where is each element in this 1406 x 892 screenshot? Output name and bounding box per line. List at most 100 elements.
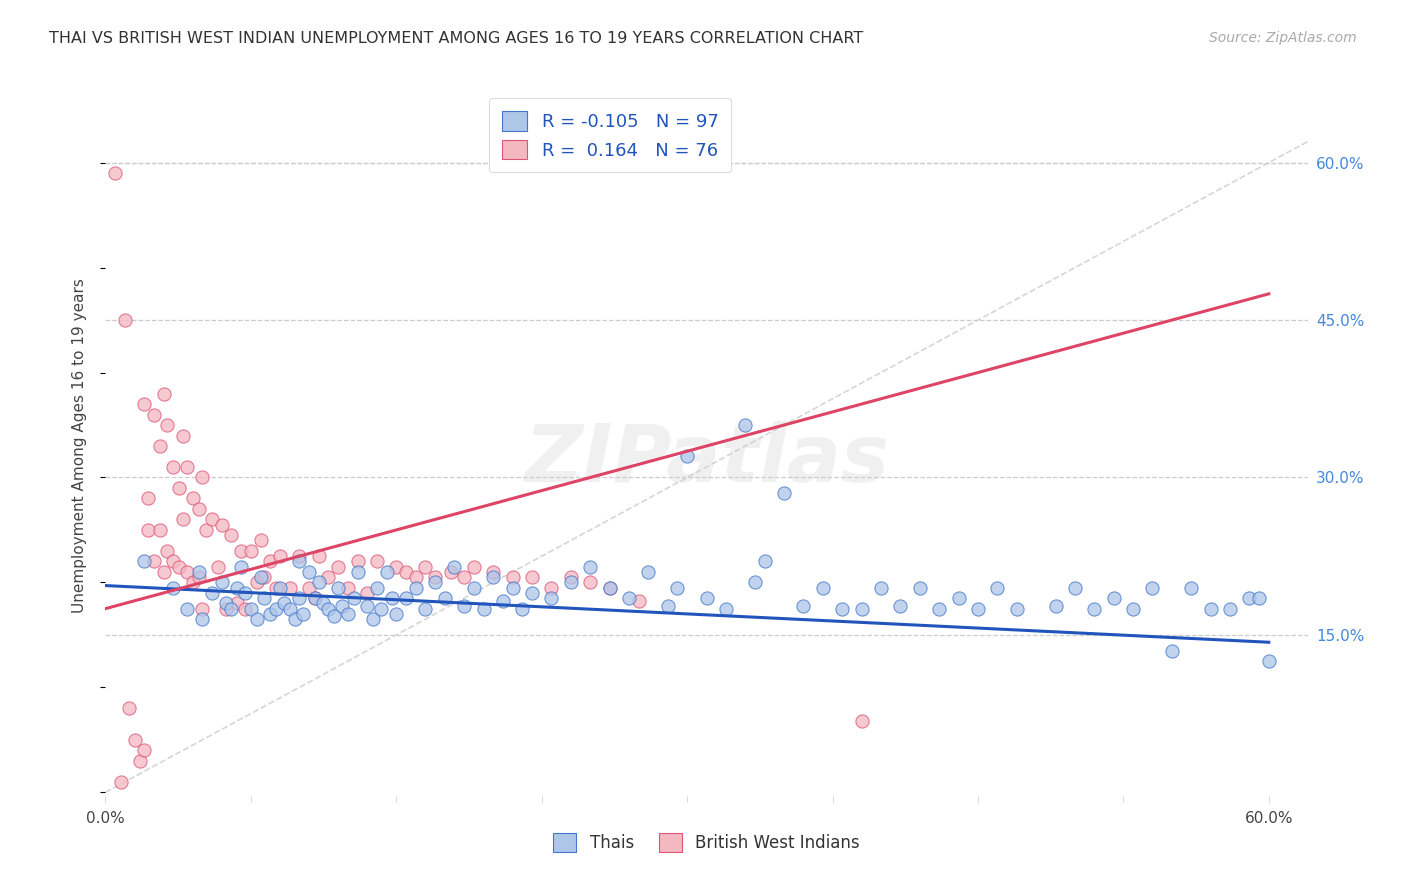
Point bbox=[134, 743, 156, 757]
Point bbox=[415, 559, 437, 574]
Point bbox=[288, 554, 311, 568]
Point bbox=[463, 581, 485, 595]
Point bbox=[156, 544, 179, 558]
Point bbox=[1064, 581, 1087, 595]
Point bbox=[773, 486, 796, 500]
Point bbox=[326, 559, 349, 574]
Point bbox=[851, 714, 873, 728]
Point bbox=[181, 575, 204, 590]
Point bbox=[734, 417, 756, 432]
Point bbox=[361, 612, 384, 626]
Point bbox=[149, 439, 172, 453]
Point bbox=[114, 313, 136, 327]
Point bbox=[599, 581, 621, 595]
Point bbox=[162, 581, 184, 595]
Point bbox=[714, 601, 737, 615]
Point bbox=[666, 581, 689, 595]
Point bbox=[366, 581, 388, 595]
Point bbox=[439, 565, 461, 579]
Point bbox=[579, 559, 602, 574]
Point bbox=[967, 601, 990, 615]
Point bbox=[308, 575, 330, 590]
Y-axis label: Unemployment Among Ages 16 to 19 years: Unemployment Among Ages 16 to 19 years bbox=[72, 278, 87, 614]
Point bbox=[249, 533, 271, 548]
Point bbox=[233, 601, 256, 615]
Point bbox=[385, 607, 408, 621]
Point bbox=[520, 586, 543, 600]
Point bbox=[136, 523, 159, 537]
Point bbox=[162, 554, 184, 568]
Point bbox=[540, 591, 562, 606]
Point bbox=[118, 701, 141, 715]
Point bbox=[221, 601, 243, 615]
Point bbox=[167, 559, 190, 574]
Point bbox=[336, 607, 359, 621]
Point bbox=[908, 581, 931, 595]
Point bbox=[172, 512, 194, 526]
Point bbox=[259, 607, 281, 621]
Point bbox=[415, 601, 437, 615]
Point bbox=[191, 470, 214, 484]
Point bbox=[889, 599, 911, 613]
Point bbox=[1219, 601, 1241, 615]
Point bbox=[851, 601, 873, 615]
Point bbox=[187, 570, 209, 584]
Point bbox=[482, 565, 505, 579]
Legend: Thais, British West Indians: Thais, British West Indians bbox=[547, 827, 866, 859]
Point bbox=[395, 591, 418, 606]
Point bbox=[599, 581, 621, 595]
Point bbox=[288, 549, 311, 564]
Point bbox=[176, 460, 198, 475]
Point bbox=[134, 397, 156, 411]
Point bbox=[1122, 601, 1144, 615]
Point bbox=[231, 544, 253, 558]
Point bbox=[273, 596, 295, 610]
Point bbox=[502, 581, 524, 595]
Point bbox=[395, 565, 418, 579]
Point bbox=[928, 601, 950, 615]
Point bbox=[346, 554, 368, 568]
Point bbox=[831, 601, 853, 615]
Point bbox=[298, 565, 321, 579]
Point bbox=[323, 609, 346, 624]
Point bbox=[187, 502, 209, 516]
Point bbox=[492, 594, 515, 608]
Point bbox=[124, 732, 146, 747]
Point bbox=[744, 575, 766, 590]
Point bbox=[156, 417, 179, 432]
Point bbox=[637, 565, 659, 579]
Point bbox=[676, 450, 699, 464]
Point bbox=[405, 570, 427, 584]
Point bbox=[284, 612, 307, 626]
Point bbox=[1239, 591, 1261, 606]
Point bbox=[311, 596, 333, 610]
Point bbox=[149, 523, 172, 537]
Point bbox=[453, 570, 475, 584]
Point bbox=[207, 559, 229, 574]
Point bbox=[381, 591, 404, 606]
Point bbox=[318, 570, 340, 584]
Point bbox=[560, 570, 582, 584]
Point bbox=[278, 581, 301, 595]
Point bbox=[657, 599, 679, 613]
Point bbox=[181, 491, 204, 506]
Point bbox=[239, 544, 262, 558]
Point bbox=[540, 581, 562, 595]
Point bbox=[142, 408, 165, 422]
Point bbox=[502, 570, 524, 584]
Point bbox=[405, 581, 427, 595]
Point bbox=[423, 570, 446, 584]
Point bbox=[226, 596, 249, 610]
Point bbox=[167, 481, 190, 495]
Point bbox=[356, 586, 378, 600]
Point bbox=[510, 601, 533, 615]
Point bbox=[326, 581, 349, 595]
Point bbox=[627, 594, 650, 608]
Point bbox=[1142, 581, 1164, 595]
Point bbox=[754, 554, 776, 568]
Point bbox=[136, 491, 159, 506]
Point bbox=[385, 559, 408, 574]
Point bbox=[201, 512, 224, 526]
Point bbox=[366, 554, 388, 568]
Point bbox=[1102, 591, 1125, 606]
